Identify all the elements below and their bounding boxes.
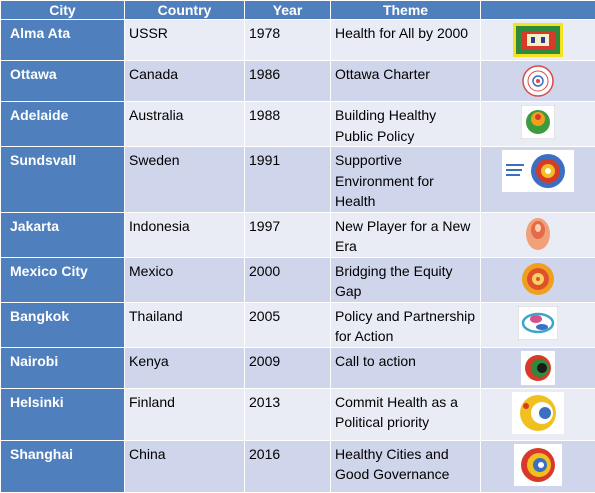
logo-cell bbox=[481, 257, 595, 302]
logo-cell bbox=[481, 147, 595, 213]
header-theme: Theme bbox=[331, 1, 481, 20]
city-cell: Nairobi bbox=[1, 347, 125, 388]
city-cell: Adelaide bbox=[1, 102, 125, 147]
header-city: City bbox=[1, 1, 125, 20]
city-cell: Mexico City bbox=[1, 257, 125, 302]
adelaide-logo-icon bbox=[521, 105, 555, 139]
header-country: Country bbox=[125, 1, 245, 20]
country-cell: Sweden bbox=[125, 147, 245, 213]
table-row: Ottawa Canada 1986 Ottawa Charter bbox=[1, 61, 595, 102]
country-cell: Kenya bbox=[125, 347, 245, 388]
city-cell: Helsinki bbox=[1, 388, 125, 440]
header-year: Year bbox=[245, 1, 331, 20]
country-cell: USSR bbox=[125, 20, 245, 61]
year-cell: 1986 bbox=[245, 61, 331, 102]
mexico-city-logo-icon bbox=[519, 261, 557, 297]
table-row: Helsinki Finland 2013 Commit Health as a… bbox=[1, 388, 595, 440]
nairobi-logo-icon bbox=[521, 351, 555, 385]
theme-cell: Building Healthy Public Policy bbox=[331, 102, 481, 147]
table-row: Bangkok Thailand 2005 Policy and Partner… bbox=[1, 302, 595, 347]
city-cell: Ottawa bbox=[1, 61, 125, 102]
country-cell: China bbox=[125, 440, 245, 492]
city-cell: Sundsvall bbox=[1, 147, 125, 213]
table-row: Alma Ata USSR 1978 Health for All by 200… bbox=[1, 20, 595, 61]
country-cell: Canada bbox=[125, 61, 245, 102]
table-row: Adelaide Australia 1988 Building Healthy… bbox=[1, 102, 595, 147]
table-row: Shanghai China 2016 Healthy Cities and G… bbox=[1, 440, 595, 492]
theme-cell: Supportive Environment for Health bbox=[331, 147, 481, 213]
table-row: Jakarta Indonesia 1997 New Player for a … bbox=[1, 212, 595, 257]
logo-cell bbox=[481, 347, 595, 388]
logo-cell bbox=[481, 212, 595, 257]
header-row: City Country Year Theme bbox=[1, 1, 595, 20]
theme-cell: Ottawa Charter bbox=[331, 61, 481, 102]
shanghai-logo-icon bbox=[514, 444, 562, 486]
bangkok-logo-icon bbox=[518, 306, 558, 340]
year-cell: 2000 bbox=[245, 257, 331, 302]
theme-cell: Policy and Partnership for Action bbox=[331, 302, 481, 347]
logo-cell bbox=[481, 102, 595, 147]
logo-cell bbox=[481, 61, 595, 102]
year-cell: 1988 bbox=[245, 102, 331, 147]
theme-cell: New Player for a New Era bbox=[331, 212, 481, 257]
logo-cell bbox=[481, 388, 595, 440]
country-cell: Indonesia bbox=[125, 212, 245, 257]
country-cell: Australia bbox=[125, 102, 245, 147]
theme-cell: Health for All by 2000 bbox=[331, 20, 481, 61]
table-row: Sundsvall Sweden 1991 Supportive Environ… bbox=[1, 147, 595, 213]
year-cell: 1978 bbox=[245, 20, 331, 61]
theme-cell: Healthy Cities and Good Governance bbox=[331, 440, 481, 492]
theme-cell: Bridging the Equity Gap bbox=[331, 257, 481, 302]
year-cell: 2005 bbox=[245, 302, 331, 347]
country-cell: Mexico bbox=[125, 257, 245, 302]
header-logo bbox=[481, 1, 595, 20]
table-row: Mexico City Mexico 2000 Bridging the Equ… bbox=[1, 257, 595, 302]
table-row: Nairobi Kenya 2009 Call to action bbox=[1, 347, 595, 388]
year-cell: 1991 bbox=[245, 147, 331, 213]
logo-cell bbox=[481, 302, 595, 347]
year-cell: 2009 bbox=[245, 347, 331, 388]
city-cell: Bangkok bbox=[1, 302, 125, 347]
helsinki-logo-icon bbox=[512, 392, 564, 434]
theme-cell: Call to action bbox=[331, 347, 481, 388]
year-cell: 1997 bbox=[245, 212, 331, 257]
country-cell: Thailand bbox=[125, 302, 245, 347]
year-cell: 2016 bbox=[245, 440, 331, 492]
alma-ata-logo-icon bbox=[513, 23, 563, 57]
year-cell: 2013 bbox=[245, 388, 331, 440]
city-cell: Jakarta bbox=[1, 212, 125, 257]
city-cell: Shanghai bbox=[1, 440, 125, 492]
theme-cell: Commit Health as a Political priority bbox=[331, 388, 481, 440]
logo-cell bbox=[481, 20, 595, 61]
city-cell: Alma Ata bbox=[1, 20, 125, 61]
jakarta-logo-icon bbox=[524, 216, 552, 252]
country-cell: Finland bbox=[125, 388, 245, 440]
sundsvall-logo-icon bbox=[502, 150, 574, 192]
logo-cell bbox=[481, 440, 595, 492]
ottawa-charter-logo-icon bbox=[521, 64, 555, 98]
